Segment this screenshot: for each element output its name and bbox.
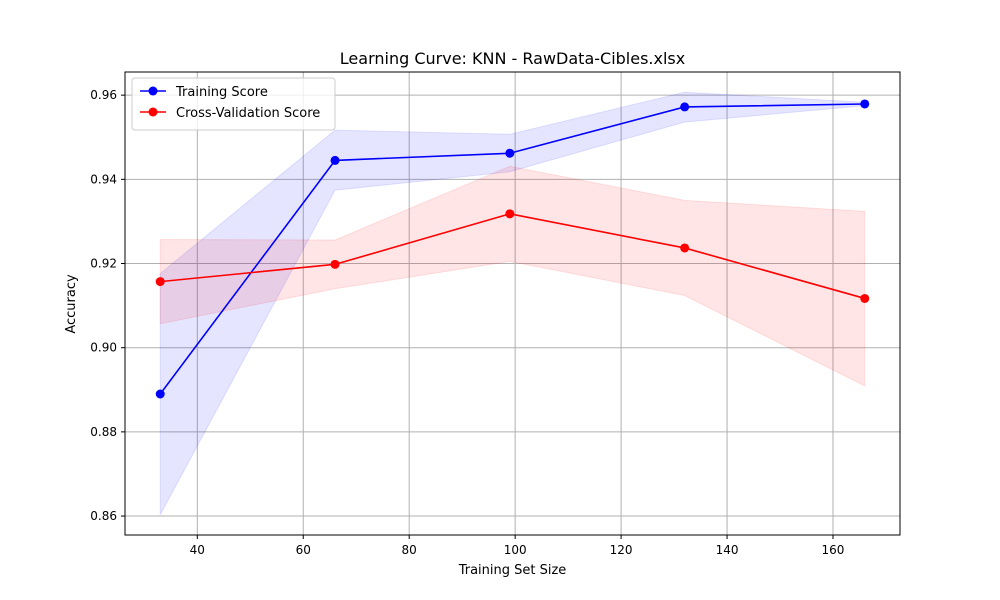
- legend: Training Score Cross-Validation Score: [131, 77, 336, 131]
- legend-marker-swatch: [148, 86, 158, 96]
- data-point-cross-validation: [155, 277, 165, 287]
- y-tick-label: 0.94: [90, 172, 117, 186]
- data-point-training: [155, 389, 165, 399]
- data-point-training: [860, 99, 870, 109]
- y-tick-label: 0.86: [90, 509, 117, 523]
- x-tick-label: 140: [716, 543, 739, 557]
- data-point-cross-validation: [505, 209, 515, 219]
- plot-area-frame: [124, 71, 901, 536]
- legend-label: Training Score: [175, 85, 268, 100]
- axis-ticks: 40 60 80 100 120 140 160 0.86 0.88 0.90 0.92 0.94 0.…: [90, 88, 844, 557]
- x-tick-label: 160: [822, 543, 845, 557]
- data-point-training: [505, 148, 515, 158]
- data-point-cross-validation: [680, 243, 690, 253]
- x-tick-label: 100: [504, 543, 527, 557]
- y-tick-label: 0.90: [90, 341, 117, 355]
- series-markers: [155, 99, 870, 399]
- x-axis-title: Training Set Size: [458, 563, 567, 578]
- data-point-training: [680, 102, 690, 112]
- confidence-band-cross-validation: [159, 165, 866, 387]
- x-tick-label: 60: [296, 543, 311, 557]
- x-tick-label: 80: [402, 543, 417, 557]
- grid: [125, 72, 900, 535]
- legend-box: [131, 77, 336, 131]
- x-tick-label: 40: [190, 543, 205, 557]
- y-tick-label: 0.88: [90, 425, 117, 439]
- data-point-training: [330, 155, 340, 165]
- legend-label: Cross-Validation Score: [176, 106, 320, 121]
- chart-title: Learning Curve: KNN - RawData-Cibles.xls…: [340, 49, 685, 68]
- data-point-cross-validation: [860, 293, 870, 303]
- data-point-cross-validation: [330, 259, 340, 269]
- legend-marker-swatch: [148, 107, 158, 117]
- x-tick-label: 120: [610, 543, 633, 557]
- y-tick-label: 0.96: [90, 88, 117, 102]
- y-tick-label: 0.92: [90, 257, 117, 271]
- y-axis-title: Accuracy: [64, 274, 79, 334]
